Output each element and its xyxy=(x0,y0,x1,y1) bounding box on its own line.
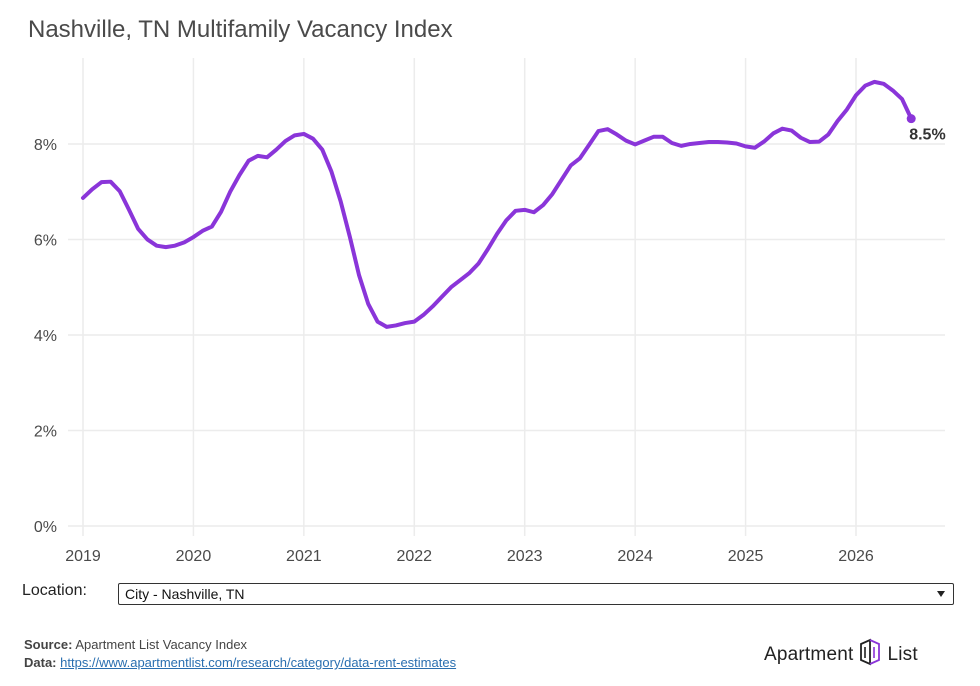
x-grid xyxy=(82,58,857,536)
vacancy-series-line xyxy=(81,79,914,329)
location-selected-value: City - Nashville, TN xyxy=(125,586,245,602)
source-line: Source: Apartment List Vacancy Index xyxy=(24,636,456,654)
y-tick-label: 2% xyxy=(34,423,57,440)
data-source-link[interactable]: https://www.apartmentlist.com/research/c… xyxy=(60,655,457,670)
x-tick-label: 2025 xyxy=(728,548,764,565)
data-label: Data: xyxy=(24,655,57,670)
x-tick-label: 2021 xyxy=(286,548,322,565)
location-dropdown[interactable]: City - Nashville, TN xyxy=(118,583,954,605)
x-axis-ticks: 2019 2020 2021 2022 2023 2024 2025 2026 xyxy=(65,548,874,565)
logo-text-list: List xyxy=(887,644,918,665)
y-tick-label: 0% xyxy=(34,519,57,536)
location-label: Location: xyxy=(22,582,87,599)
x-tick-label: 2020 xyxy=(176,548,212,565)
x-tick-label: 2023 xyxy=(507,548,543,565)
x-tick-label: 2026 xyxy=(838,548,874,565)
apartment-list-logo: Apartment List xyxy=(764,638,918,672)
y-tick-label: 8% xyxy=(34,137,57,154)
x-tick-label: 2024 xyxy=(617,548,653,565)
latest-value-point xyxy=(906,114,916,124)
location-filter: Location: City - Nashville, TN xyxy=(22,582,954,605)
latest-value-label: 8.5% xyxy=(909,127,945,144)
data-line: Data: https://www.apartmentlist.com/rese… xyxy=(24,654,456,672)
source-label: Source: xyxy=(24,637,73,652)
chart-title: Nashville, TN Multifamily Vacancy Index xyxy=(28,16,453,43)
logo-text-apartment: Apartment xyxy=(764,644,854,665)
y-tick-label: 6% xyxy=(34,232,57,249)
x-tick-label: 2022 xyxy=(396,548,432,565)
vacancy-line-chart: 0%2%4%6%8% 2019 2020 2021 2022 2023 2024 2025 2… xyxy=(34,58,946,565)
y-tick-label: 4% xyxy=(34,328,57,345)
y-grid xyxy=(68,143,945,527)
chevron-down-icon xyxy=(937,591,945,597)
chart-footer: Source: Apartment List Vacancy Index Dat… xyxy=(24,636,456,672)
x-tick-label: 2019 xyxy=(65,548,101,565)
y-axis-ticks: 0% 2% 4% 6% 8% xyxy=(34,137,57,536)
source-text: Apartment List Vacancy Index xyxy=(75,637,248,652)
building-icon xyxy=(859,638,881,672)
